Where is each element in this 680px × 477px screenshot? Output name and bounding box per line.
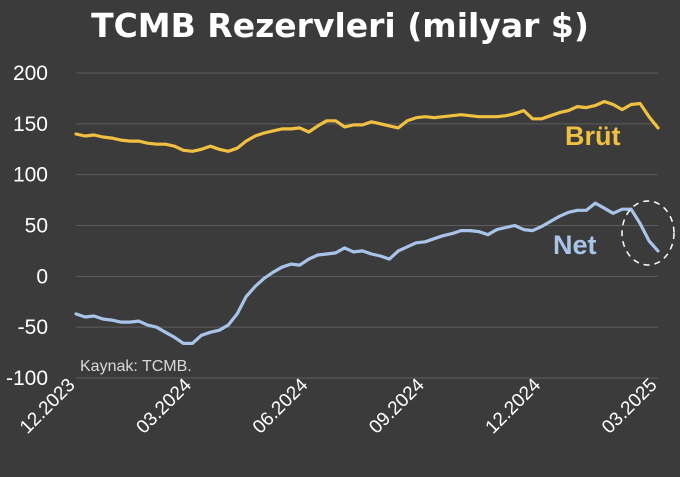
y-tick-label: -100 (6, 367, 48, 390)
chart-title: TCMB Rezervleri (milyar $) (91, 6, 589, 45)
y-tick-label: 50 (25, 215, 48, 238)
series-lines (74, 99, 660, 345)
y-tick-label: 150 (13, 113, 48, 136)
y-tick-label: 100 (13, 164, 48, 187)
series-line-1 (74, 201, 660, 345)
series-line-0 (74, 99, 660, 153)
series-label-net: Net (553, 230, 597, 260)
y-tick-label: 0 (36, 265, 48, 288)
y-tick-label: -50 (18, 316, 48, 339)
highlight-circle (621, 200, 675, 266)
y-axis-ticks: 200 150 100 50 0 -50 -100 (6, 62, 48, 390)
y-tick-label: 200 (13, 62, 48, 85)
source-note: Kaynak: TCMB. (80, 358, 192, 375)
series-label-brut: Brüt (565, 121, 621, 151)
